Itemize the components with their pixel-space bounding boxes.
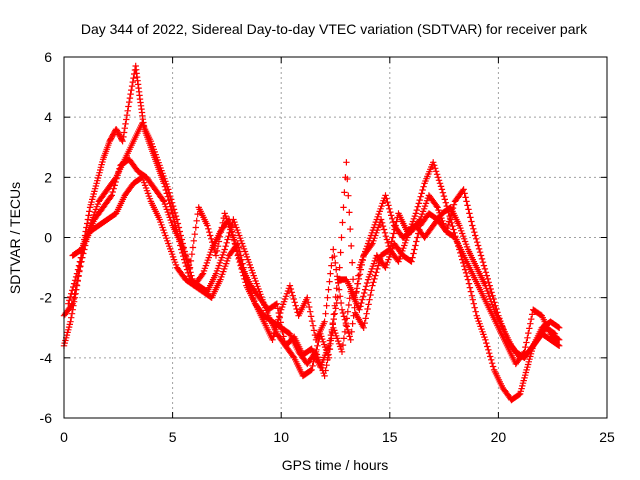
plot-frame	[63, 56, 608, 419]
x-tick-label: 10	[273, 429, 289, 445]
y-tick-label: -2	[40, 290, 53, 306]
x-tick-label: 15	[382, 429, 398, 445]
x-tick-label: 0	[60, 429, 68, 445]
series-track-d	[69, 174, 563, 380]
x-tick-label: 20	[491, 429, 507, 445]
grid	[64, 57, 607, 418]
data-points	[60, 62, 563, 404]
x-axis-label: GPS time / hours	[282, 457, 389, 473]
y-tick-label: -4	[40, 350, 53, 366]
x-tick-label: 5	[169, 429, 177, 445]
chart-title: Day 344 of 2022, Sidereal Day-to-day VTE…	[81, 21, 588, 37]
plus-markers	[60, 62, 563, 404]
plus-markers	[69, 174, 563, 380]
series-track-a	[60, 62, 563, 404]
plus-markers	[60, 120, 563, 361]
y-tick-label: 6	[44, 49, 52, 65]
y-axis-label: SDTVAR / TECUs	[7, 182, 23, 294]
x-tick-label: 25	[599, 429, 615, 445]
y-tick-label: 2	[44, 169, 52, 185]
y-tick-label: -6	[40, 410, 53, 426]
axis-ticks: 0 5 10 15 20 25 -6 -4 -2 0 2 4 6	[40, 49, 615, 445]
series-track-b	[60, 120, 563, 361]
y-tick-label: 4	[44, 109, 52, 125]
y-tick-label: 0	[44, 230, 52, 246]
